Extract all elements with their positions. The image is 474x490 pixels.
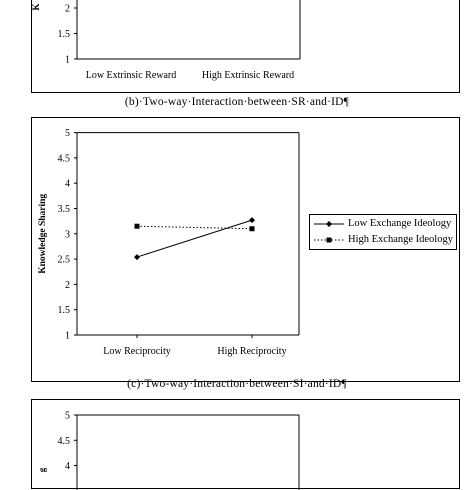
y-tick-label-c: 5	[65, 411, 70, 422]
y-tick-label-c: 4.5	[58, 436, 71, 447]
y-tick-label-b: 5	[65, 128, 70, 139]
x-category-label-a: High Extrinsic Reward	[202, 70, 294, 81]
legend-b: Low Exchange Ideology High Exchange Ideo…	[309, 214, 457, 250]
y-tick-label-c: 4	[65, 461, 70, 472]
y-tick-label-b: 4.5	[58, 153, 71, 164]
chart-a-svg: 2 1.5 1 K Low Extrinsic Reward High Extrinsic…	[31, 0, 301, 81]
y-axis-label-b: Knowledge Sharing	[38, 194, 48, 274]
y-tick-label-b: 4	[65, 179, 70, 190]
y-tick-label-b: 3.5	[58, 204, 71, 215]
chart-c-svg: 5 4.5 4 g	[37, 411, 300, 490]
x-category-label-a: Low Extrinsic Reward	[86, 70, 177, 81]
y-tick-label-b: 1.5	[58, 305, 71, 316]
legend-label-low-exchange: Low Exchange Ideology	[348, 218, 452, 229]
y-tick-label-b: 2.5	[58, 255, 71, 266]
series-line-0	[136, 219, 253, 258]
caption-b: (b)·Two-way·Interaction·between·SR·and·I…	[124, 96, 350, 108]
series-line-1	[136, 225, 253, 230]
data-point-square	[134, 223, 140, 229]
x-category-label-b: Low Reciprocity	[103, 346, 170, 357]
y-tick-label-a: 1.5	[58, 29, 71, 40]
legend-line-solid-diamond	[314, 221, 344, 227]
y-axis-label-fragment-c: g	[37, 467, 47, 472]
y-tick-label-a: 1	[65, 55, 70, 66]
legend-item-high-exchange: High Exchange Ideology	[310, 232, 456, 248]
legend-label-high-exchange: High Exchange Ideology	[348, 234, 453, 245]
data-point-square	[249, 226, 255, 232]
chart-panel-c: 5 4.5 4 g	[31, 399, 460, 490]
y-tick-label-a: 2	[65, 4, 70, 15]
data-point-diamond	[134, 254, 140, 261]
chart-panel-a: 2 1.5 1 K Low Extrinsic Reward High Extrinsic…	[31, 0, 460, 93]
data-point-diamond	[249, 217, 255, 224]
y-tick-label-b: 2	[65, 280, 70, 291]
y-axis-label-fragment-a: K	[31, 3, 41, 10]
x-category-label-b: High Reciprocity	[217, 346, 286, 357]
legend-line-dotted-square	[314, 237, 344, 243]
caption-c: (c)·Two-way·Interaction·between·SI·and·I…	[127, 378, 347, 390]
legend-item-low-exchange: Low Exchange Ideology	[310, 216, 456, 232]
y-tick-label-b: 1	[65, 331, 70, 342]
chart-b-svg: 5 4.5 4 3.5 3 2.5 2 1.5 1 Knowledge Sharing Low Re…	[38, 128, 300, 357]
y-tick-label-b: 3	[65, 229, 70, 240]
